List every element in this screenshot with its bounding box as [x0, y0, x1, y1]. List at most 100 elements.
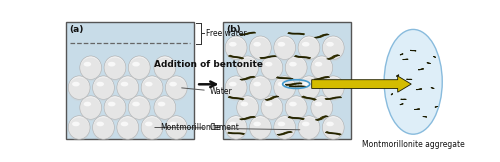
- Ellipse shape: [326, 122, 334, 126]
- Text: Addition of bentonite: Addition of bentonite: [154, 60, 264, 69]
- Ellipse shape: [229, 42, 236, 46]
- Ellipse shape: [322, 78, 344, 101]
- Ellipse shape: [274, 76, 295, 99]
- Polygon shape: [326, 55, 340, 59]
- Ellipse shape: [225, 117, 247, 141]
- Ellipse shape: [128, 98, 150, 121]
- Ellipse shape: [274, 78, 295, 101]
- Polygon shape: [260, 56, 276, 58]
- Ellipse shape: [322, 36, 344, 59]
- Ellipse shape: [117, 116, 138, 139]
- Ellipse shape: [225, 116, 247, 139]
- Ellipse shape: [166, 117, 187, 141]
- Ellipse shape: [141, 116, 163, 139]
- Polygon shape: [315, 116, 328, 121]
- Ellipse shape: [236, 56, 258, 79]
- Polygon shape: [403, 59, 408, 60]
- Ellipse shape: [128, 58, 150, 81]
- Polygon shape: [400, 54, 403, 55]
- Ellipse shape: [254, 42, 261, 46]
- Ellipse shape: [141, 76, 163, 99]
- Ellipse shape: [132, 102, 140, 106]
- Ellipse shape: [286, 56, 307, 79]
- Ellipse shape: [117, 117, 138, 141]
- Ellipse shape: [229, 82, 236, 86]
- Ellipse shape: [302, 42, 310, 46]
- Ellipse shape: [225, 38, 247, 61]
- Ellipse shape: [166, 76, 187, 99]
- Ellipse shape: [84, 102, 91, 106]
- Ellipse shape: [286, 58, 307, 81]
- Polygon shape: [314, 34, 329, 38]
- Ellipse shape: [104, 58, 126, 81]
- Polygon shape: [427, 63, 430, 64]
- Ellipse shape: [128, 96, 150, 119]
- Ellipse shape: [326, 82, 334, 86]
- Text: Montmorillonite aggregate: Montmorillonite aggregate: [362, 140, 464, 149]
- Ellipse shape: [92, 76, 114, 99]
- Ellipse shape: [68, 116, 90, 139]
- Ellipse shape: [92, 78, 114, 101]
- Ellipse shape: [289, 102, 296, 106]
- Ellipse shape: [311, 58, 332, 81]
- Ellipse shape: [278, 82, 285, 86]
- Ellipse shape: [265, 62, 272, 66]
- Ellipse shape: [145, 122, 152, 126]
- Polygon shape: [265, 96, 279, 100]
- Ellipse shape: [141, 78, 163, 101]
- Ellipse shape: [225, 78, 247, 101]
- Text: (a): (a): [69, 25, 84, 34]
- Ellipse shape: [298, 117, 320, 141]
- Ellipse shape: [322, 117, 344, 141]
- Ellipse shape: [274, 116, 295, 139]
- Ellipse shape: [274, 38, 295, 61]
- Ellipse shape: [96, 122, 104, 126]
- Ellipse shape: [80, 56, 102, 79]
- Ellipse shape: [278, 122, 285, 126]
- Ellipse shape: [286, 96, 307, 119]
- Ellipse shape: [225, 76, 247, 99]
- Ellipse shape: [298, 78, 320, 101]
- Polygon shape: [396, 75, 399, 76]
- Ellipse shape: [384, 29, 442, 134]
- Ellipse shape: [236, 96, 258, 119]
- Ellipse shape: [170, 82, 177, 86]
- Ellipse shape: [166, 116, 187, 139]
- Ellipse shape: [240, 102, 248, 106]
- Polygon shape: [391, 94, 393, 95]
- Bar: [66, 22, 194, 139]
- Ellipse shape: [298, 116, 320, 139]
- Ellipse shape: [298, 38, 320, 61]
- Ellipse shape: [261, 98, 283, 121]
- Ellipse shape: [80, 96, 102, 119]
- Ellipse shape: [254, 82, 261, 86]
- Polygon shape: [240, 116, 256, 120]
- Ellipse shape: [225, 36, 247, 59]
- Ellipse shape: [145, 82, 152, 86]
- Ellipse shape: [250, 116, 272, 139]
- Ellipse shape: [311, 96, 332, 119]
- Ellipse shape: [92, 116, 114, 139]
- Ellipse shape: [68, 76, 90, 99]
- Ellipse shape: [236, 58, 258, 81]
- Polygon shape: [435, 106, 438, 107]
- Ellipse shape: [286, 98, 307, 121]
- Bar: [224, 22, 351, 139]
- Polygon shape: [228, 96, 244, 100]
- Ellipse shape: [261, 96, 283, 119]
- Ellipse shape: [254, 122, 261, 126]
- Ellipse shape: [96, 82, 104, 86]
- Ellipse shape: [326, 42, 334, 46]
- Ellipse shape: [274, 117, 295, 141]
- Ellipse shape: [80, 58, 102, 81]
- Ellipse shape: [68, 78, 90, 101]
- Ellipse shape: [265, 102, 272, 106]
- Ellipse shape: [250, 36, 272, 59]
- Ellipse shape: [80, 98, 102, 121]
- FancyArrow shape: [312, 76, 411, 92]
- Ellipse shape: [278, 42, 285, 46]
- Ellipse shape: [104, 98, 126, 121]
- Ellipse shape: [322, 116, 344, 139]
- Ellipse shape: [154, 56, 176, 79]
- Ellipse shape: [314, 102, 322, 106]
